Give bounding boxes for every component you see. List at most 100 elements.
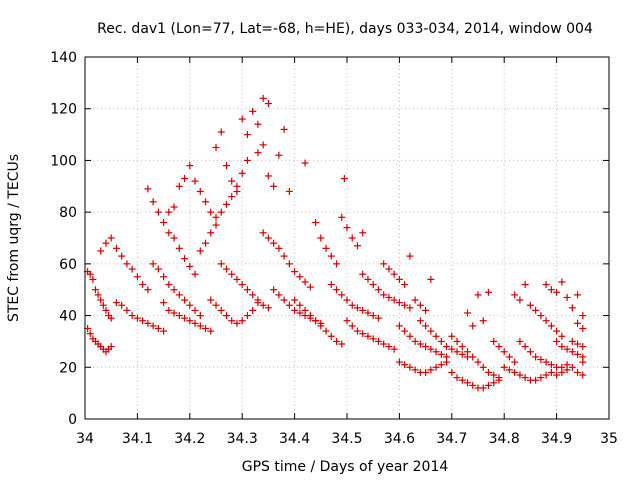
- data-point: [579, 358, 587, 366]
- data-point: [568, 363, 576, 371]
- data-point: [479, 317, 487, 325]
- data-point: [401, 301, 409, 309]
- data-point: [280, 252, 288, 260]
- data-point: [574, 319, 582, 327]
- data-point: [343, 317, 351, 325]
- data-point: [212, 213, 220, 221]
- data-point: [186, 317, 194, 325]
- data-point: [422, 368, 430, 376]
- y-tick-label: 40: [59, 309, 77, 325]
- data-point: [422, 306, 430, 314]
- data-point: [542, 358, 550, 366]
- data-point: [222, 200, 230, 208]
- data-point: [401, 327, 409, 335]
- y-tick-label: 20: [59, 360, 77, 376]
- data-point: [558, 343, 566, 351]
- data-point: [191, 306, 199, 314]
- data-point: [128, 312, 136, 320]
- data-point: [322, 327, 330, 335]
- data-point: [432, 363, 440, 371]
- data-point: [160, 218, 168, 226]
- chart-title: Rec. dav1 (Lon=77, Lat=-68, h=HE), days …: [97, 21, 593, 37]
- data-point: [254, 149, 262, 157]
- data-point: [296, 273, 304, 281]
- data-point: [385, 293, 393, 301]
- data-point: [464, 309, 472, 317]
- data-point: [207, 229, 215, 237]
- data-point: [469, 322, 477, 330]
- data-point: [484, 288, 492, 296]
- data-point: [217, 306, 225, 314]
- data-point: [102, 306, 110, 314]
- data-point: [374, 286, 382, 294]
- data-point: [217, 128, 225, 136]
- data-point: [574, 340, 582, 348]
- data-point: [264, 172, 272, 180]
- data-point: [233, 187, 241, 195]
- data-point: [212, 221, 220, 229]
- data-point: [406, 252, 414, 260]
- data-point: [401, 361, 409, 369]
- data-point: [364, 309, 372, 317]
- data-point: [558, 368, 566, 376]
- y-tick-label: 60: [59, 257, 77, 273]
- data-point: [369, 312, 377, 320]
- data-point: [207, 296, 215, 304]
- data-point: [165, 306, 173, 314]
- data-point: [112, 299, 120, 307]
- data-point: [160, 327, 168, 335]
- data-point: [553, 327, 561, 335]
- data-point: [291, 306, 299, 314]
- data-point: [458, 376, 466, 384]
- data-point: [574, 350, 582, 358]
- data-point: [170, 309, 178, 317]
- data-point: [133, 273, 141, 281]
- data-point: [327, 281, 335, 289]
- data-point: [348, 301, 356, 309]
- data-point: [175, 244, 183, 252]
- data-point: [333, 286, 341, 294]
- data-point: [123, 260, 131, 268]
- data-point: [469, 381, 477, 389]
- data-point: [191, 270, 199, 278]
- data-point: [537, 374, 545, 382]
- data-point: [380, 340, 388, 348]
- data-point: [553, 371, 561, 379]
- data-point: [422, 322, 430, 330]
- x-axis-label: GPS time / Days of year 2014: [242, 459, 449, 475]
- data-point: [359, 229, 367, 237]
- data-point: [259, 141, 267, 149]
- y-tick-label: 0: [68, 412, 77, 428]
- y-tick-labels: 0 20 40 60 80 100 120 140: [50, 50, 77, 428]
- data-point: [416, 340, 424, 348]
- data-point: [474, 358, 482, 366]
- data-point: [353, 242, 361, 250]
- data-point: [521, 343, 529, 351]
- data-point: [574, 291, 582, 299]
- data-point: [547, 286, 555, 294]
- data-point: [532, 306, 540, 314]
- data-point: [175, 291, 183, 299]
- data-point: [196, 312, 204, 320]
- data-point: [107, 314, 115, 322]
- data-point: [175, 182, 183, 190]
- data-point: [505, 353, 513, 361]
- data-point: [495, 343, 503, 351]
- x-tick-label: 34: [76, 431, 94, 447]
- data-point: [458, 350, 466, 358]
- data-point: [118, 252, 126, 260]
- data-point: [521, 374, 529, 382]
- data-point: [91, 286, 99, 294]
- data-point: [228, 270, 236, 278]
- data-point: [516, 337, 524, 345]
- data-point: [359, 270, 367, 278]
- data-point: [338, 291, 346, 299]
- data-point: [123, 306, 131, 314]
- data-point: [86, 270, 94, 278]
- data-point: [469, 353, 477, 361]
- data-point: [464, 379, 472, 387]
- data-point: [437, 337, 445, 345]
- data-point: [432, 332, 440, 340]
- data-point: [202, 325, 210, 332]
- data-point: [217, 208, 225, 216]
